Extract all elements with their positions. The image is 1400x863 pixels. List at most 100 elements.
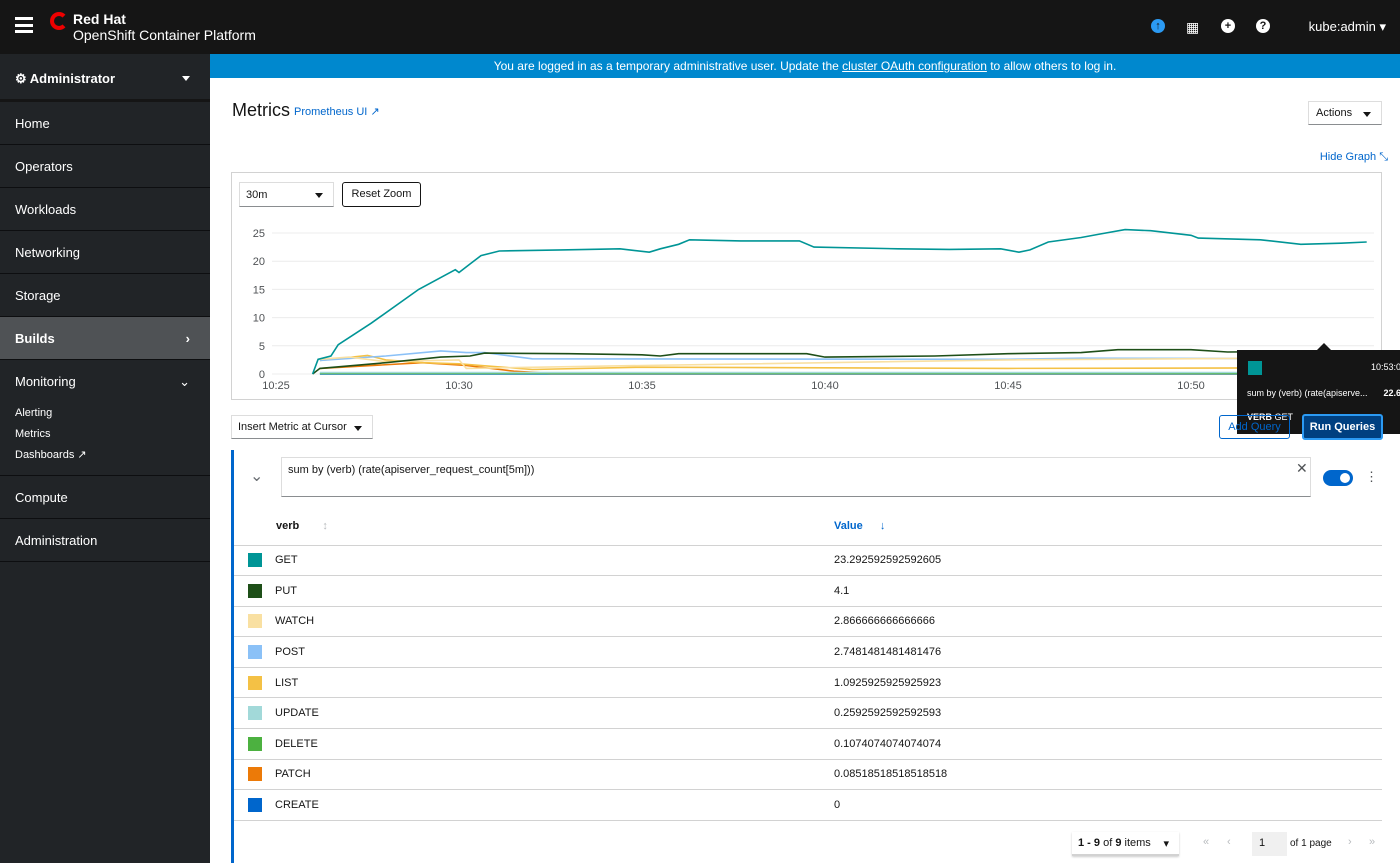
- series-line-put: [312, 348, 1367, 375]
- insert-metric-label: Insert Metric at Cursor: [238, 421, 347, 433]
- next-page-icon[interactable]: ›: [1348, 836, 1352, 848]
- verb-cell: LIST: [234, 667, 834, 699]
- y-tick-label: 25: [253, 228, 265, 240]
- sidebar-item-monitoring[interactable]: Monitoring ⌄: [0, 360, 210, 403]
- value-header-label: Value: [834, 519, 863, 532]
- prev-page-icon[interactable]: ‹: [1227, 836, 1231, 848]
- column-header-verb[interactable]: verb ↕: [234, 507, 834, 546]
- verb-cell: PATCH: [234, 759, 834, 791]
- query-input[interactable]: sum by (verb) (rate(apiserver_request_co…: [281, 457, 1311, 497]
- sidebar-item-workloads[interactable]: Workloads: [0, 188, 210, 231]
- metrics-chart[interactable]: 0 5 10 15 20 25 10:25 10:30 10:35 10:40 10:45 10:50: [232, 173, 1383, 401]
- sidebar-item-storage[interactable]: Storage: [0, 274, 210, 317]
- y-tick-label: 0: [259, 369, 265, 381]
- sidebar-subitem-alerting[interactable]: Alerting: [15, 407, 53, 419]
- sidebar-item-administration[interactable]: Administration: [0, 519, 210, 562]
- sidebar-subitem-metrics[interactable]: Metrics: [15, 428, 51, 440]
- perspective-switcher[interactable]: ⚙ Administrator: [0, 54, 210, 102]
- sidebar-subitem-dashboards[interactable]: Dashboards ↗: [0, 445, 210, 476]
- verb-value: UPDATE: [275, 707, 319, 720]
- pagination-items: items: [1124, 837, 1151, 849]
- x-tick-label: 10:40: [811, 380, 839, 392]
- reset-zoom-button[interactable]: Reset Zoom: [342, 182, 421, 207]
- clear-query-icon[interactable]: ✕: [1296, 460, 1308, 476]
- value-cell: 2.866666666666666: [834, 606, 1382, 638]
- tooltip-label-key: VERB: [1247, 412, 1273, 422]
- table-row: POST 2.7481481481481476: [234, 636, 1382, 668]
- gears-icon: ⚙: [15, 71, 27, 86]
- verb-value: POST: [275, 645, 305, 658]
- sidebar-item-home[interactable]: Home: [0, 102, 210, 145]
- time-range-dropdown[interactable]: 30m: [239, 182, 334, 207]
- column-header-value[interactable]: Value ↓: [834, 507, 1382, 546]
- user-menu[interactable]: kube:admin ▾: [1308, 19, 1386, 34]
- verb-cell: CREATE: [234, 789, 834, 821]
- verb-value: PATCH: [275, 768, 311, 781]
- cloud-upload-icon[interactable]: ↑: [1151, 19, 1165, 33]
- pagination-range: 1 - 9: [1078, 837, 1101, 849]
- sidebar-item-operators[interactable]: Operators: [0, 145, 210, 188]
- query-enabled-toggle[interactable]: [1323, 470, 1353, 486]
- pagination-of: of: [1103, 837, 1113, 849]
- verb-cell: DELETE: [234, 728, 834, 760]
- hide-graph-button[interactable]: Hide Graph ⤡: [1320, 151, 1388, 164]
- caret-down-icon: [315, 193, 323, 198]
- table-row: GET 23.292592592592605: [234, 545, 1382, 577]
- compress-icon: ⤡: [1379, 151, 1388, 163]
- sidebar-item-builds[interactable]: Builds ›: [0, 317, 210, 360]
- caret-down-icon: [1363, 112, 1371, 117]
- sidebar-item-compute[interactable]: Compute: [0, 476, 210, 519]
- series-line-get: [311, 228, 1367, 375]
- table-row: PATCH 0.08518518518518518: [234, 759, 1382, 791]
- verb-cell: POST: [234, 636, 834, 668]
- brand-line2: OpenShift Container Platform: [73, 27, 256, 43]
- verb-value: PUT: [275, 584, 297, 597]
- oauth-config-link[interactable]: cluster OAuth configuration: [842, 59, 987, 73]
- caret-down-icon: [182, 76, 190, 81]
- app-grid-icon[interactable]: ▦: [1186, 19, 1200, 35]
- y-tick-label: 15: [253, 284, 265, 296]
- x-tick-label: 10:35: [628, 380, 656, 392]
- verb-cell: GET: [234, 545, 834, 577]
- value-cell: 4.1: [834, 575, 1382, 607]
- value-cell: 0: [834, 789, 1382, 821]
- redhat-logo-icon: [50, 12, 68, 30]
- masthead: Red Hat OpenShift Container Platform ↑ ▦…: [0, 0, 1400, 54]
- plus-circle-icon[interactable]: +: [1221, 19, 1235, 33]
- last-page-icon[interactable]: »: [1369, 836, 1376, 848]
- time-range-value: 30m: [246, 189, 268, 201]
- verb-value: WATCH: [275, 615, 315, 628]
- prometheus-ui-label: Prometheus UI: [294, 106, 368, 118]
- verb-header-label: verb: [276, 519, 300, 532]
- external-link-icon: ↗: [77, 449, 87, 461]
- x-tick-label: 10:50: [1177, 380, 1205, 392]
- run-queries-button[interactable]: Run Queries: [1302, 414, 1383, 440]
- value-cell: 0.08518518518518518: [834, 759, 1382, 791]
- x-tick-label: 10:45: [994, 380, 1022, 392]
- hamburger-icon[interactable]: [15, 17, 33, 33]
- series-line-watch: [319, 356, 1367, 370]
- x-tick-label: 10:30: [445, 380, 473, 392]
- chevron-down-icon[interactable]: ⌄: [250, 468, 264, 485]
- page-number-input[interactable]: 1: [1252, 832, 1287, 856]
- chevron-right-icon: ›: [185, 331, 190, 346]
- kebab-menu-icon[interactable]: ⋮: [1365, 469, 1378, 484]
- first-page-icon[interactable]: «: [1203, 836, 1210, 848]
- actions-dropdown[interactable]: Actions: [1308, 101, 1382, 125]
- sidebar-item-networking[interactable]: Networking: [0, 231, 210, 274]
- prometheus-ui-link[interactable]: Prometheus UI ↗: [294, 105, 380, 118]
- sort-desc-icon: ↓: [879, 519, 886, 532]
- value-cell: 2.7481481481481476: [834, 636, 1382, 668]
- series-color-swatch: [248, 553, 262, 568]
- perspective-label: Administrator: [29, 71, 116, 86]
- x-tick-label: 10:25: [262, 380, 290, 392]
- value-cell: 1.0925925925925923: [834, 667, 1382, 699]
- insert-metric-dropdown[interactable]: Insert Metric at Cursor: [231, 415, 373, 439]
- sidebar: ⚙ Administrator Home Operators Workloads…: [0, 54, 210, 863]
- monitoring-label: Monitoring: [15, 374, 76, 389]
- add-query-button[interactable]: Add Query: [1219, 415, 1290, 439]
- y-tick-label: 20: [253, 256, 265, 268]
- per-page-dropdown[interactable]: 1 - 9 of 9 items ▾: [1072, 832, 1179, 856]
- help-icon[interactable]: ?: [1256, 19, 1270, 33]
- series-color-swatch: [248, 767, 262, 782]
